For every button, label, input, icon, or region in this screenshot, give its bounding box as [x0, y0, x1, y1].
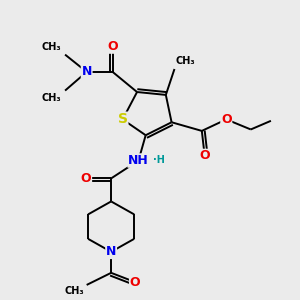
Text: N: N — [106, 245, 116, 258]
Text: CH₃: CH₃ — [42, 94, 62, 103]
Text: CH₃: CH₃ — [42, 42, 62, 52]
Text: S: S — [118, 112, 128, 126]
Text: N: N — [82, 65, 92, 78]
Text: O: O — [81, 172, 92, 185]
Text: CH₃: CH₃ — [176, 56, 196, 65]
Text: ·H: ·H — [154, 155, 165, 165]
Text: O: O — [107, 40, 118, 53]
Text: O: O — [130, 275, 140, 289]
Text: NH: NH — [128, 154, 149, 167]
Text: O: O — [221, 113, 232, 126]
Text: O: O — [200, 149, 210, 162]
Text: CH₃: CH₃ — [64, 286, 84, 296]
